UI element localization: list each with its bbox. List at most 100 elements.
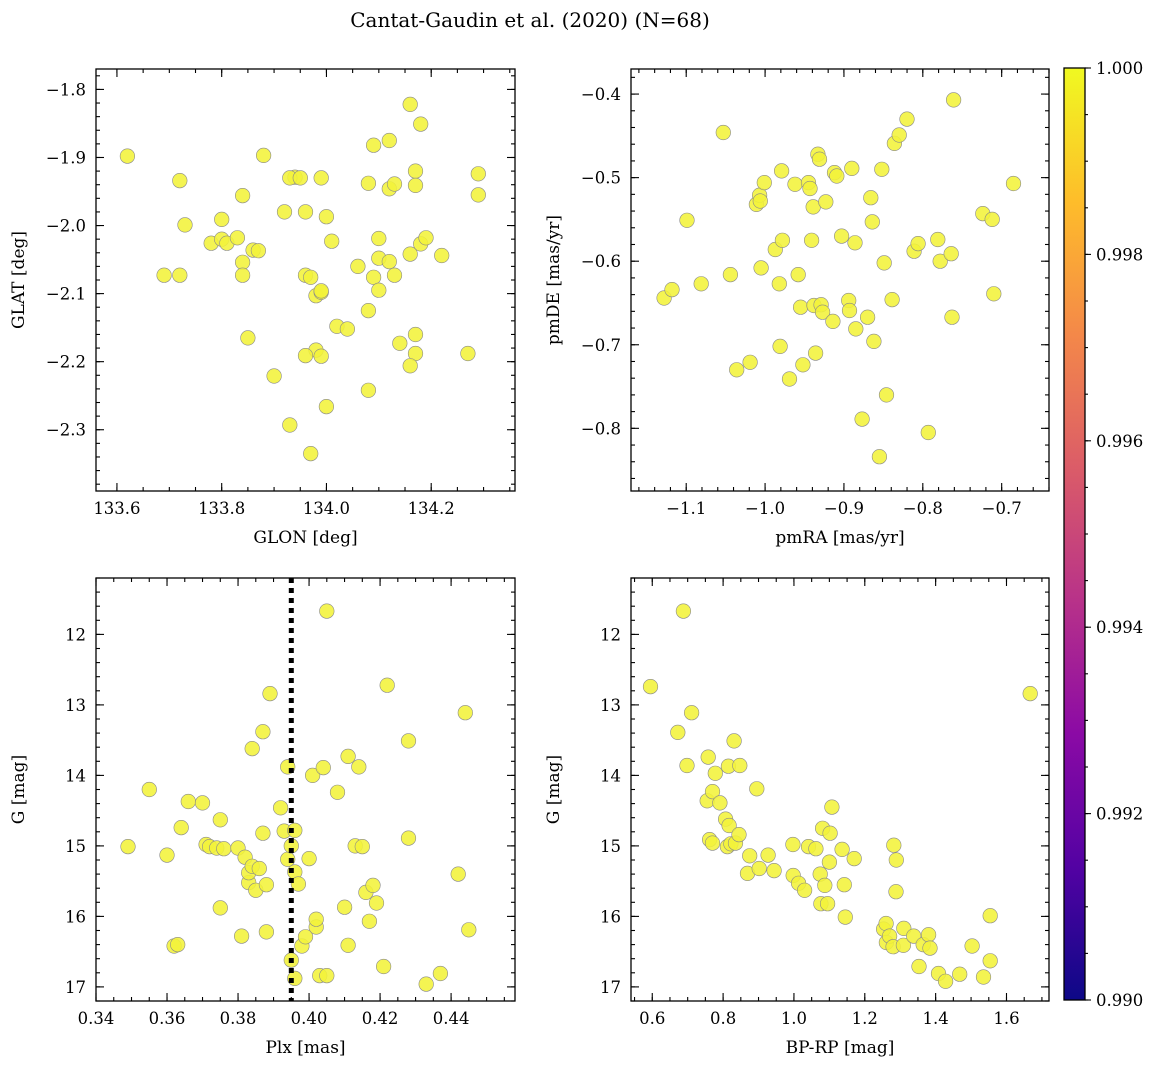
data-point [876, 255, 892, 271]
data-point [290, 876, 307, 892]
x-tick-label: 0.38 [220, 1009, 257, 1028]
x-tick-label: 133.6 [93, 499, 140, 518]
data-point [871, 449, 888, 465]
data-point [864, 214, 880, 230]
data-point [470, 187, 486, 203]
x-tick-label: 0.8 [710, 1009, 736, 1028]
colorbar-tick-label: 0.998 [1096, 245, 1143, 264]
data-point [250, 243, 266, 259]
data-point [818, 194, 834, 210]
data-point [313, 170, 329, 186]
x-tick-label: 0.42 [362, 1009, 399, 1028]
data-point [177, 217, 193, 233]
data-point [303, 269, 319, 285]
x-tick-label: −0.9 [824, 499, 864, 518]
data-point [235, 254, 251, 270]
data-point [920, 424, 936, 441]
data-point [833, 228, 850, 244]
data-point [170, 936, 186, 953]
y-tick-label: −1.9 [46, 148, 86, 167]
y-tick-label: −0.6 [581, 252, 621, 271]
x-tick-label: 1.0 [781, 1009, 807, 1028]
data-point [386, 176, 403, 192]
data-point [825, 313, 841, 330]
scatter-points [119, 96, 486, 462]
data-point [675, 603, 692, 619]
data-point [273, 800, 289, 816]
data-point [836, 877, 852, 893]
y-tick-label: −2.3 [46, 421, 86, 440]
data-point [354, 838, 370, 855]
x-tick-label: 0.36 [149, 1009, 186, 1028]
data-point [379, 677, 395, 693]
scatter-points [642, 603, 1038, 989]
data-point [937, 973, 954, 989]
data-point [418, 230, 434, 246]
data-point [360, 303, 377, 319]
x-tick-label: 1.4 [923, 1009, 949, 1028]
y-tick-label: 14 [65, 766, 86, 785]
data-point [781, 371, 798, 387]
data-point [180, 793, 196, 810]
data-point [664, 282, 680, 298]
data-point [952, 966, 968, 982]
data-point [771, 276, 787, 292]
data-point [470, 166, 486, 182]
data-point [787, 176, 803, 192]
data-point [878, 387, 895, 403]
data-point [366, 269, 382, 285]
data-point [216, 841, 232, 857]
figure-title: Cantat-Gaudin et al. (2020) (N=68) [350, 8, 710, 32]
data-point [841, 302, 858, 319]
data-point [258, 877, 275, 893]
data-point [772, 338, 788, 355]
data-point [859, 309, 876, 325]
data-point [792, 299, 809, 315]
data-point [297, 348, 314, 364]
data-point [337, 899, 353, 915]
data-point [119, 148, 135, 164]
data-point [400, 830, 417, 846]
data-point [683, 705, 700, 721]
data-point [803, 232, 820, 248]
data-point [305, 767, 321, 784]
data-point [297, 929, 314, 945]
data-point [829, 168, 845, 184]
data-point [817, 877, 833, 894]
data-point [381, 254, 397, 270]
data-point [790, 267, 806, 283]
data-point [911, 958, 927, 975]
data-point [984, 211, 1000, 227]
data-point [753, 260, 769, 276]
y-tick-label: 16 [600, 907, 621, 926]
data-point [863, 190, 879, 206]
data-point [700, 749, 716, 765]
x-tick-label: −0.8 [903, 499, 943, 518]
data-point [340, 748, 356, 765]
data-point [313, 283, 329, 299]
data-point [407, 163, 424, 179]
y-tick-label: −0.7 [581, 336, 621, 355]
data-point [229, 230, 245, 246]
data-point [847, 235, 863, 251]
data-point [413, 116, 429, 132]
data-point [807, 345, 824, 361]
data-point [244, 740, 260, 757]
data-point [752, 193, 768, 209]
data-point [235, 267, 251, 283]
y-axis-label: pmDE [mas/yr] [544, 215, 564, 345]
data-point [400, 733, 417, 749]
data-point [432, 965, 449, 982]
panel-glon-glat: 133.6 133.8 134.0 134.2 −1.8 −1.9 −2.0 −2.1 −2.2… [9, 68, 516, 548]
data-point [418, 976, 434, 992]
data-point [360, 175, 377, 191]
data-point [982, 953, 998, 969]
x-tick-label: 0.40 [291, 1009, 328, 1028]
data-point [899, 111, 915, 127]
data-point [715, 124, 731, 141]
data-point [301, 850, 317, 867]
y-tick-label: −2.0 [46, 217, 86, 236]
data-point [255, 724, 271, 740]
x-axis-label: BP-RP [mag] [786, 1038, 895, 1058]
data-point [371, 230, 387, 247]
